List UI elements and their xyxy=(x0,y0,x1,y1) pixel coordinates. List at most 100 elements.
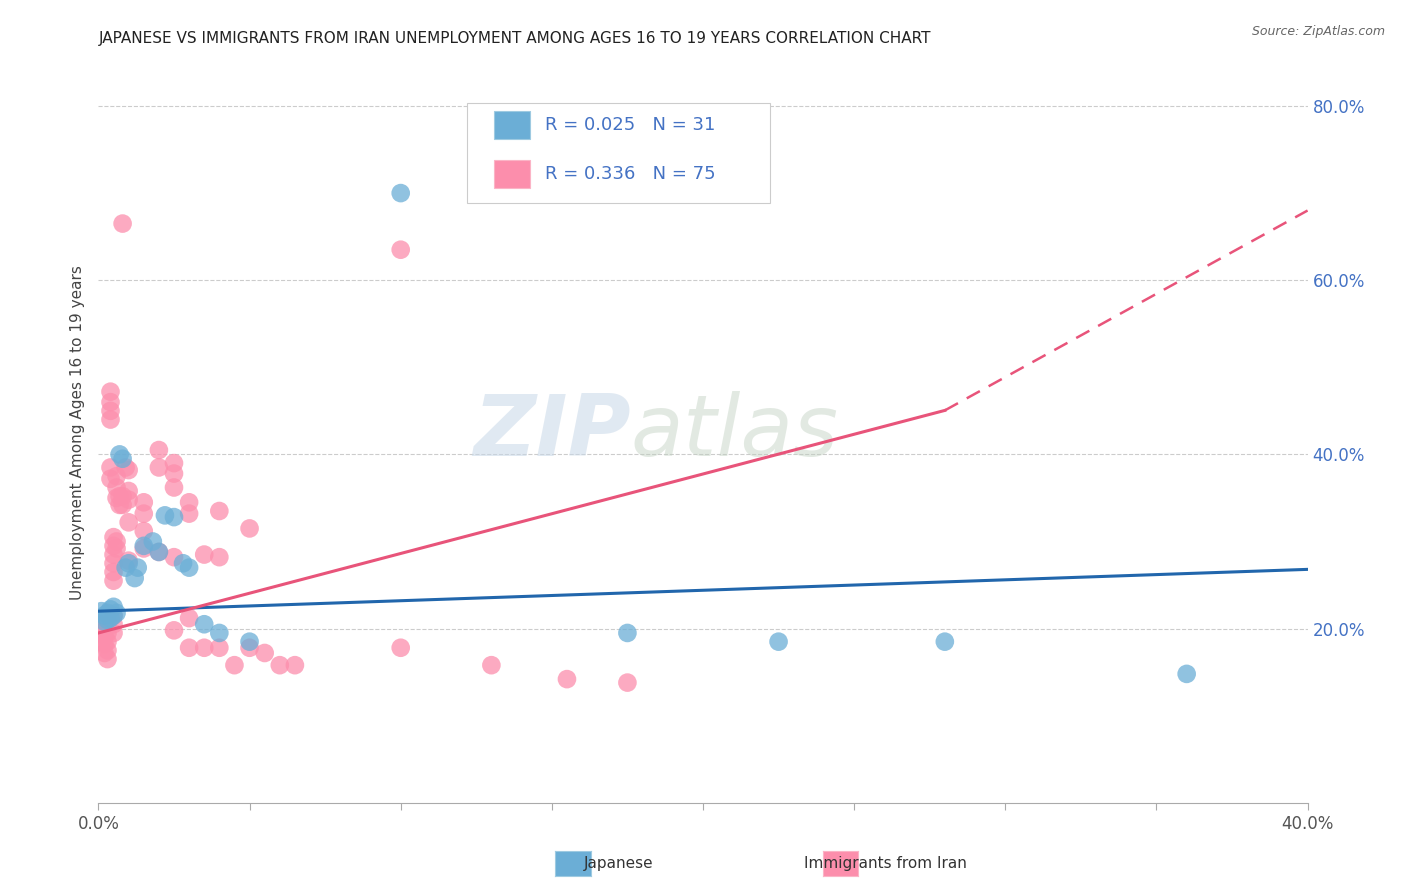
Point xyxy=(193,617,215,632)
Point xyxy=(153,508,176,523)
Point xyxy=(132,524,155,538)
Point xyxy=(172,556,194,570)
Point xyxy=(105,534,128,549)
Point xyxy=(179,560,201,574)
Point xyxy=(114,460,136,475)
Point xyxy=(208,550,231,565)
Point xyxy=(108,489,131,503)
Point xyxy=(1175,666,1198,681)
Point xyxy=(100,384,122,399)
Point xyxy=(118,483,141,498)
Text: Japanese: Japanese xyxy=(583,856,654,871)
Point xyxy=(103,599,125,614)
Point xyxy=(103,617,125,632)
Point xyxy=(111,489,134,503)
Point xyxy=(239,640,262,655)
Bar xyxy=(494,161,530,188)
Point xyxy=(118,556,141,570)
Text: R = 0.025   N = 31: R = 0.025 N = 31 xyxy=(544,116,716,134)
Point xyxy=(142,534,165,549)
Point xyxy=(108,447,131,461)
Point xyxy=(389,243,412,257)
Point xyxy=(105,491,128,505)
Point xyxy=(103,539,125,553)
Text: ZIP: ZIP xyxy=(472,391,630,475)
Point xyxy=(224,658,246,673)
Point xyxy=(96,634,118,648)
Point xyxy=(100,602,122,616)
Point xyxy=(90,634,112,648)
Point xyxy=(127,560,149,574)
Point xyxy=(555,672,578,686)
Point xyxy=(103,556,125,570)
Point xyxy=(768,634,790,648)
Point xyxy=(163,456,186,470)
Point xyxy=(132,539,155,553)
Point xyxy=(148,545,170,559)
Point xyxy=(103,548,125,562)
Point xyxy=(616,626,638,640)
Point xyxy=(616,675,638,690)
Point xyxy=(105,541,128,556)
Point xyxy=(103,626,125,640)
Point xyxy=(105,469,128,483)
Point xyxy=(179,507,201,521)
Point xyxy=(389,640,412,655)
Point xyxy=(105,481,128,495)
Point xyxy=(163,481,186,495)
Point xyxy=(103,608,125,623)
Point xyxy=(93,646,115,660)
Point xyxy=(108,498,131,512)
Point xyxy=(481,658,503,673)
Point xyxy=(148,443,170,458)
Point xyxy=(100,412,122,426)
Point xyxy=(111,217,134,231)
Point xyxy=(96,643,118,657)
FancyBboxPatch shape xyxy=(467,103,769,203)
Text: JAPANESE VS IMMIGRANTS FROM IRAN UNEMPLOYMENT AMONG AGES 16 TO 19 YEARS CORRELAT: JAPANESE VS IMMIGRANTS FROM IRAN UNEMPLO… xyxy=(98,31,931,46)
Point xyxy=(96,626,118,640)
Point xyxy=(100,395,122,409)
Point xyxy=(93,608,115,623)
Y-axis label: Unemployment Among Ages 16 to 19 years: Unemployment Among Ages 16 to 19 years xyxy=(69,265,84,600)
Point xyxy=(132,541,155,556)
Point xyxy=(100,611,122,625)
Point xyxy=(148,460,170,475)
Point xyxy=(96,613,118,627)
Point xyxy=(163,510,186,524)
Point xyxy=(179,611,201,625)
Point xyxy=(96,652,118,666)
Point xyxy=(100,404,122,418)
Point xyxy=(118,463,141,477)
Point xyxy=(179,495,201,509)
Point xyxy=(100,460,122,475)
Point xyxy=(103,608,125,623)
Point xyxy=(269,658,291,673)
Point xyxy=(193,548,215,562)
Point xyxy=(239,634,262,648)
Point xyxy=(90,617,112,632)
Point xyxy=(124,571,146,585)
Point xyxy=(114,560,136,574)
Point xyxy=(90,626,112,640)
Point xyxy=(132,507,155,521)
Point xyxy=(103,530,125,544)
Point xyxy=(284,658,307,673)
Point xyxy=(389,186,412,200)
Point xyxy=(163,550,186,565)
Text: Source: ZipAtlas.com: Source: ZipAtlas.com xyxy=(1251,25,1385,38)
Point xyxy=(96,606,118,620)
Point xyxy=(934,634,956,648)
Point xyxy=(208,504,231,518)
Point xyxy=(103,574,125,588)
Point xyxy=(90,604,112,618)
Text: Immigrants from Iran: Immigrants from Iran xyxy=(804,856,967,871)
Point xyxy=(93,637,115,651)
Point xyxy=(253,646,276,660)
Point xyxy=(132,495,155,509)
Point xyxy=(93,629,115,643)
Text: R = 0.336   N = 75: R = 0.336 N = 75 xyxy=(544,165,716,183)
Point xyxy=(111,498,134,512)
Point xyxy=(93,622,115,636)
Point xyxy=(118,516,141,530)
